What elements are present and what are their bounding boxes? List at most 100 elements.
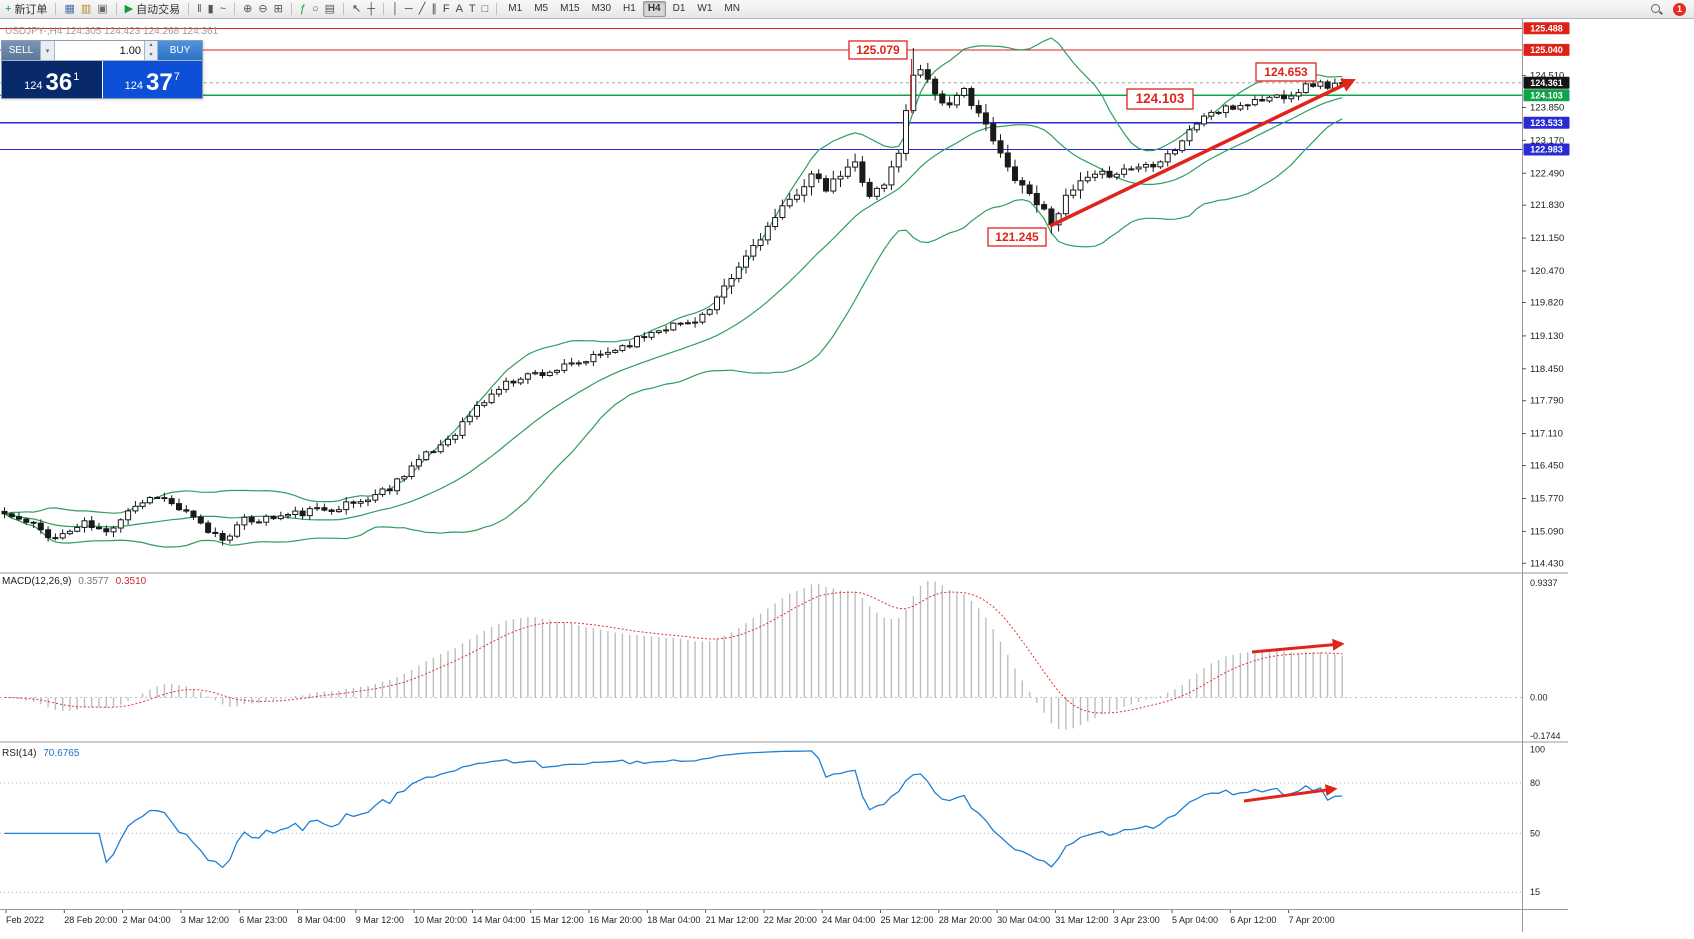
- tile-windows-icon-glyph: ⊞: [273, 3, 283, 15]
- auto-trading-button[interactable]: ▶ 自动交易: [122, 1, 183, 17]
- sell-price-display[interactable]: 124 36 1: [2, 61, 102, 98]
- svg-text:125.040: 125.040: [1530, 45, 1563, 55]
- timeframe-m5[interactable]: M5: [534, 3, 549, 14]
- rsi-name: RSI(14): [2, 748, 37, 759]
- indicators-icon[interactable]: ƒ: [297, 1, 309, 17]
- volume-up-icon[interactable]: ▴: [145, 41, 157, 51]
- candlestick-chart-type-icon-glyph: ▮: [207, 3, 214, 15]
- toolbar-separator: [188, 3, 190, 15]
- buy-price-display[interactable]: 124 37 7: [102, 61, 202, 98]
- macd-signal-value: 0.3510: [115, 576, 147, 587]
- notification-badge[interactable]: 1: [1673, 2, 1686, 16]
- svg-text:3 Mar 12:00: 3 Mar 12:00: [181, 915, 229, 925]
- drawing-objects[interactable]: 125.079 124.103 124.653 121.245: [848, 40, 1356, 247]
- horizontal-line-icon[interactable]: ─: [402, 1, 416, 17]
- charts-window-icon[interactable]: ▦: [61, 1, 77, 17]
- bollinger-bands: [4, 37, 1343, 548]
- one-click-trading-panel: SELL ▾ 1.00 ▴ ▾ BUY 124 36 1 124 37 7: [1, 40, 203, 99]
- rsi-value: 70.6765: [43, 748, 80, 759]
- buy-price-big: 37: [146, 69, 173, 96]
- candlestick-chart-type-icon[interactable]: ▮: [205, 1, 217, 17]
- search-icon[interactable]: [1650, 3, 1663, 16]
- timeframe-h4[interactable]: H4: [642, 1, 666, 17]
- svg-text:28 Mar 20:00: 28 Mar 20:00: [939, 915, 992, 925]
- channel-icon-glyph: ∥: [431, 3, 437, 15]
- auto-trading-button-glyph: ▶: [124, 3, 134, 15]
- new-order-button[interactable]: + 新订单: [2, 1, 50, 17]
- svg-text:125.488: 125.488: [1530, 23, 1563, 33]
- auto-trading-button-label: 自动交易: [136, 4, 181, 16]
- rsi-arrow[interactable]: [1243, 784, 1338, 803]
- rsi-line: [4, 750, 1343, 869]
- toolbar-separator: [383, 3, 385, 15]
- price-annotation-124.653[interactable]: 124.653: [1255, 62, 1317, 82]
- timeframe-m15[interactable]: M15: [560, 3, 580, 14]
- svg-text:50: 50: [1530, 828, 1540, 838]
- price-axis[interactable]: 124.510 123.850 123.170 122.490 121.830 121.1…: [1522, 22, 1570, 569]
- zoom-in-icon[interactable]: ⊕: [240, 1, 255, 17]
- bar-chart-type-icon[interactable]: ‖: [194, 1, 205, 17]
- timeframe-d1[interactable]: D1: [672, 3, 686, 14]
- macd-name: MACD(12,26,9): [2, 576, 72, 587]
- svg-text:118.450: 118.450: [1530, 364, 1564, 375]
- channel-icon[interactable]: ∥: [428, 1, 440, 17]
- label-tool-icon[interactable]: T: [466, 1, 479, 17]
- volume-input[interactable]: 1.00: [55, 41, 144, 60]
- svg-text:117.110: 117.110: [1530, 429, 1563, 440]
- indicators-icon-glyph: ƒ: [299, 3, 306, 15]
- new-order-button-glyph: +: [5, 3, 12, 15]
- svg-text:121.245: 121.245: [995, 230, 1039, 244]
- cursor-icon[interactable]: ↖: [349, 1, 364, 17]
- data-window-icon[interactable]: ▣: [94, 1, 110, 17]
- fibonacci-icon[interactable]: F: [440, 1, 453, 17]
- price-annotation-124.103[interactable]: 124.103: [1126, 88, 1194, 110]
- toolbar-separator: [55, 3, 57, 15]
- profiles-icon-glyph: ▥: [80, 3, 92, 15]
- volume-stepper[interactable]: ▴ ▾: [144, 41, 158, 60]
- time-axis[interactable]: Feb 2022 28 Feb 20:00 2 Mar 04:00 3 Mar 12:…: [5, 910, 1335, 925]
- svg-text:22 Mar 20:00: 22 Mar 20:00: [764, 915, 817, 925]
- crosshair-icon[interactable]: ┼: [364, 1, 378, 17]
- periods-icon[interactable]: ○: [309, 1, 322, 17]
- rsi-panel: 100 80 50 15: [0, 744, 1545, 897]
- zoom-out-icon[interactable]: ⊖: [255, 1, 270, 17]
- toolbar-separator: [290, 3, 292, 15]
- buy-button[interactable]: BUY: [158, 41, 202, 60]
- chart-canvas[interactable]: 125.079 124.103 124.653 121.245 124.510 123.8…: [0, 18, 1694, 939]
- toolbar-separator: [343, 3, 345, 15]
- svg-text:25 Mar 12:00: 25 Mar 12:00: [881, 915, 934, 925]
- timeframe-mn[interactable]: MN: [724, 3, 740, 14]
- trendline-icon-glyph: ╱: [418, 3, 426, 15]
- symbol-ohlc-info: USDJPY-,H4 124.305 124.423 124.268 124.3…: [5, 26, 219, 37]
- timeframe-m30[interactable]: M30: [591, 3, 612, 14]
- sell-price-prefix: 124: [24, 80, 43, 92]
- svg-text:15 Mar 12:00: 15 Mar 12:00: [531, 915, 584, 925]
- volume-down-icon[interactable]: ▾: [145, 50, 157, 60]
- price-annotation-125.079[interactable]: 125.079: [848, 40, 912, 113]
- timeframe-m1[interactable]: M1: [508, 3, 523, 14]
- trendline-icon[interactable]: ╱: [416, 1, 429, 17]
- shapes-icon[interactable]: □: [479, 1, 492, 17]
- svg-text:31 Mar 12:00: 31 Mar 12:00: [1055, 915, 1108, 925]
- timeframe-h1[interactable]: H1: [623, 3, 636, 14]
- volume-dropdown[interactable]: ▾: [40, 41, 55, 60]
- price-annotation-121.245[interactable]: 121.245: [987, 227, 1047, 247]
- svg-text:24 Mar 04:00: 24 Mar 04:00: [822, 915, 875, 925]
- svg-text:6 Mar 23:00: 6 Mar 23:00: [239, 915, 287, 925]
- label-tool-icon-glyph: T: [468, 3, 476, 15]
- svg-text:114.430: 114.430: [1530, 558, 1564, 569]
- macd-panel: 0.9337 0.00 -0.1744: [0, 578, 1561, 741]
- svg-text:123.170: 123.170: [1530, 135, 1564, 146]
- tile-windows-icon[interactable]: ⊞: [271, 1, 286, 17]
- svg-text:120.470: 120.470: [1530, 266, 1564, 277]
- profiles-icon[interactable]: ▥: [78, 1, 94, 17]
- timeframe-w1[interactable]: W1: [697, 3, 713, 14]
- sell-button[interactable]: SELL: [2, 41, 40, 60]
- macd-arrow[interactable]: [1251, 638, 1345, 654]
- vertical-line-icon[interactable]: │: [389, 1, 402, 17]
- svg-text:123.850: 123.850: [1530, 103, 1564, 114]
- line-chart-type-icon[interactable]: ~: [217, 1, 229, 17]
- text-tool-icon[interactable]: A: [453, 1, 466, 17]
- templates-icon[interactable]: ▤: [322, 1, 338, 17]
